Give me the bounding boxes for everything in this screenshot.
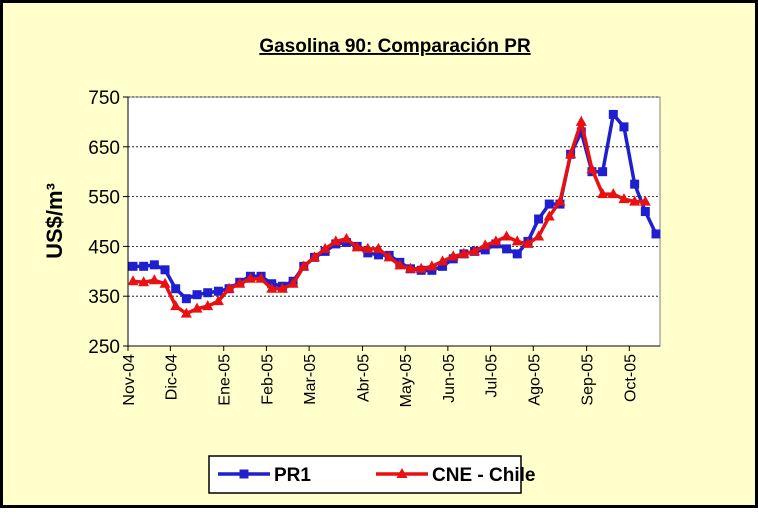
point [203,288,213,298]
point [319,242,331,253]
point [415,262,427,273]
point [490,235,502,246]
point [426,260,438,271]
point [502,244,512,254]
point [244,272,256,283]
x-tick-label: May-05 [398,354,415,407]
legend-label: CNE - Chile [432,465,535,486]
chart-title: Gasolina 90: Comparación PR [259,36,531,57]
point [544,199,554,209]
point [608,109,618,119]
point [405,262,417,273]
y-axis-label: US$/m³ [42,183,67,259]
legend: PR1 CNE - Chile [208,455,535,494]
point [298,260,310,271]
x-tick-label: Dic-04 [163,354,180,400]
point [607,188,619,199]
point [330,235,342,246]
point [127,275,139,286]
point [396,468,408,478]
point [213,286,223,296]
point [159,277,171,288]
point [383,251,395,262]
point [501,230,513,241]
x-tick-label: Jul-05 [484,354,501,398]
point [234,277,246,288]
point [576,127,586,137]
point [479,239,491,250]
point [202,300,214,311]
point [287,277,299,288]
x-tick-label: Ene-05 [217,354,234,406]
y-tick-label: 450 [88,237,120,258]
x-tick-label: Sep-05 [580,354,597,406]
point [554,195,566,206]
point [469,245,481,256]
point [618,193,630,204]
y-tick-label: 650 [88,138,120,159]
point [266,282,278,293]
point [640,207,650,217]
point [340,232,352,243]
point [181,294,191,304]
point [651,229,661,239]
point [598,167,608,177]
x-tick-label: Ago-05 [526,354,543,406]
point [362,242,374,253]
point [447,250,459,261]
y-tick-label: 550 [88,188,120,209]
point [394,259,406,270]
point [138,276,150,287]
y-tick-label: 350 [88,287,120,308]
y-tick-label: 750 [88,88,120,109]
point [160,265,170,275]
point [511,235,523,246]
point [575,115,587,126]
point [192,290,202,300]
point [170,300,182,311]
point [212,295,224,306]
point [180,307,192,318]
point [629,195,641,206]
point [458,247,470,258]
point [308,251,320,262]
point [534,214,544,224]
x-tick-label: Abr-05 [355,354,372,402]
point [373,250,383,260]
legend-label: PR1 [274,465,311,486]
x-tick-label: Nov-04 [121,354,138,406]
point [351,241,363,252]
point [565,148,577,159]
point [512,249,522,259]
point [639,195,651,206]
point [128,261,138,271]
point [597,188,609,199]
point [372,242,384,253]
point [522,237,534,248]
point [239,469,249,479]
point [191,302,203,313]
point [630,179,640,189]
point [148,274,160,285]
point [149,260,159,270]
point [480,245,490,255]
point [438,261,448,271]
point [586,163,598,174]
x-tick-label: Mar-05 [302,354,319,405]
x-tick-label: Oct-05 [622,354,639,402]
y-tick-label: 250 [88,337,120,358]
x-tick-label: Jun-05 [441,354,458,403]
point [619,122,629,132]
point [171,284,181,294]
point [223,282,235,293]
x-tick-label: Feb-05 [259,354,276,405]
point [276,282,288,293]
point [543,210,555,221]
point [139,261,149,271]
point [437,255,449,266]
point [533,230,545,241]
point [255,272,267,283]
